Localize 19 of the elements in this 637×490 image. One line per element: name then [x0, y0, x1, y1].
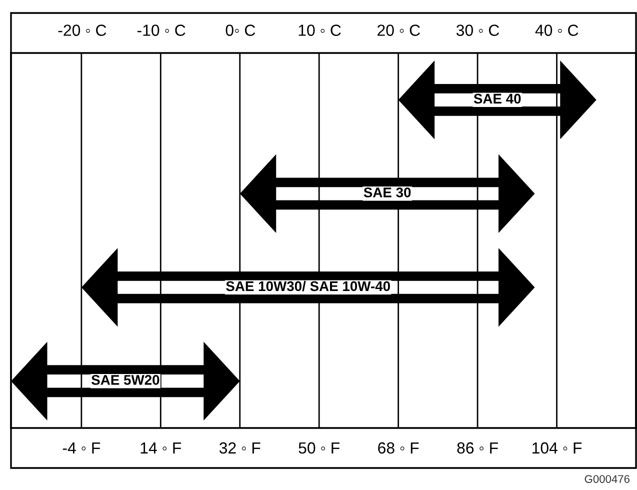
x2-tick-label: -10 ◦ C — [137, 24, 186, 36]
y-tick-label: SAE 10W30/ SAE 10W-40 — [226, 280, 390, 292]
x-tick-label: 68 ◦ F — [378, 442, 419, 454]
x2-tick-label: 0◦ C — [226, 24, 256, 36]
x-tick-label: 32 ◦ F — [219, 442, 260, 454]
x2-tick-label: 40 ◦ C — [535, 24, 578, 36]
y-tick-label: SAE 30 — [364, 188, 411, 198]
x-tick-label: 86 ◦ F — [457, 442, 498, 454]
x2-tick-label: 20 ◦ C — [378, 24, 420, 36]
y-tick-label: SAE 40 — [474, 94, 521, 104]
x2-tick-label: -20 ◦ C — [58, 24, 106, 36]
x-tick-label: 50 ◦ F — [298, 442, 340, 454]
text: G000476 — [584, 475, 630, 483]
x-tick-label: 14 ◦ F — [140, 442, 182, 454]
x-tick-label: -4 ◦ F — [62, 442, 100, 454]
x2-tick-label: 30 ◦ C — [456, 24, 500, 36]
y-tick-label: SAE 5W20 — [91, 375, 160, 385]
x-tick-label: 104 ◦ F — [532, 442, 582, 454]
x2-tick-label: 10 ◦ C — [298, 24, 341, 36]
